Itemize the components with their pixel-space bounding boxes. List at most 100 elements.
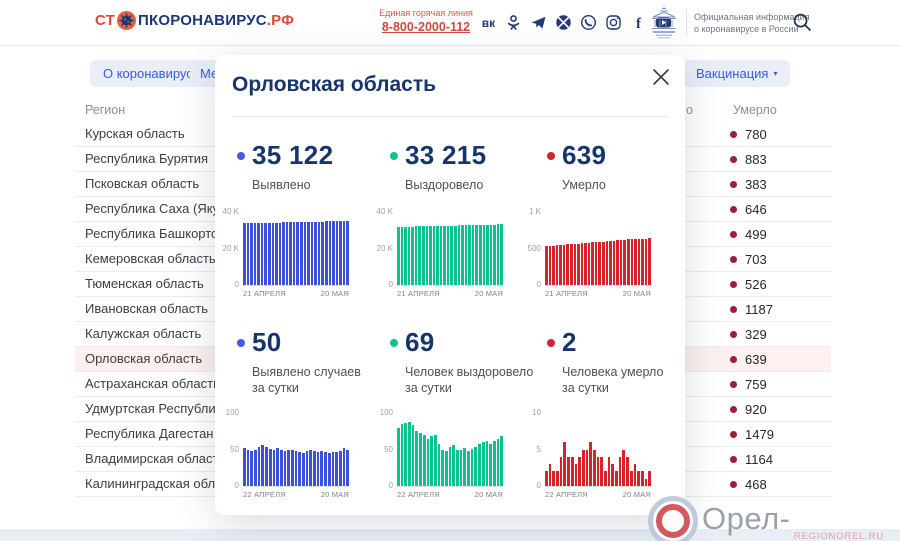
y-tick: 5 xyxy=(536,445,541,454)
chart-bar xyxy=(637,471,640,486)
deaths-row[interactable]: 703 xyxy=(685,247,831,272)
chart-bar xyxy=(404,422,408,486)
deaths-row[interactable]: 646 xyxy=(685,197,831,222)
deaths-row[interactable]: 920 xyxy=(685,397,831,422)
deaths-value: 1479 xyxy=(745,426,774,442)
search-icon[interactable] xyxy=(792,12,812,32)
chart-bar xyxy=(316,452,320,486)
chart-bar xyxy=(261,445,265,486)
region-row[interactable]: Калужская область xyxy=(75,322,215,347)
chart-bar xyxy=(282,222,285,285)
region-row[interactable]: Республика Дагестан xyxy=(75,422,215,447)
chart-bars xyxy=(397,212,503,286)
region-row[interactable]: Ивановская область xyxy=(75,297,215,322)
chart-bar xyxy=(444,450,448,486)
region-row[interactable]: Курская область xyxy=(75,122,215,147)
deaths-row[interactable]: 780 xyxy=(685,122,831,147)
deaths-row[interactable]: 329 xyxy=(685,322,831,347)
recovered-dot xyxy=(390,151,398,160)
deaths-value: 780 xyxy=(745,126,767,142)
region-row[interactable]: Республика Бурятия xyxy=(75,147,215,172)
zen-icon[interactable] xyxy=(555,14,572,31)
odnoklassniki-icon[interactable] xyxy=(505,14,522,31)
chart-bar xyxy=(441,449,444,486)
recovered-daily-value: 69 xyxy=(405,327,435,357)
chart-bar xyxy=(397,427,400,486)
close-icon[interactable] xyxy=(651,67,671,87)
region-row[interactable]: Владимирская область xyxy=(75,447,215,472)
chart-bar xyxy=(600,456,603,486)
chart-bar xyxy=(260,222,264,285)
chart-bar xyxy=(648,471,651,486)
chart-bar xyxy=(578,456,581,486)
hotline-phone-link[interactable]: 8-800-2000-112 xyxy=(381,20,471,34)
chart-bar xyxy=(298,452,301,486)
deaths-row[interactable]: 383 xyxy=(685,172,831,197)
telegram-icon[interactable] xyxy=(530,14,547,31)
chart-bar xyxy=(439,225,443,285)
site-logo[interactable]: СТ ПКОРОНАВИРУС .РФ xyxy=(95,10,294,31)
chart-bar xyxy=(250,450,254,486)
chart-bar xyxy=(566,244,569,285)
chart-bar xyxy=(591,242,594,285)
chart-detected-daily: 100 50 0 22 АПРЕЛЯ 20 МАЯ xyxy=(215,406,349,506)
chart-bar xyxy=(492,441,496,486)
chart-detected-total: 40 K 20 K 0 21 АПРЕЛЯ 20 МАЯ xyxy=(215,205,349,305)
region-row[interactable]: Республика Башкортостан xyxy=(75,222,215,247)
region-row[interactable]: Республика Саха (Якутия) xyxy=(75,197,215,222)
x-tick: 20 МАЯ xyxy=(622,490,651,499)
chart-bar xyxy=(324,221,328,285)
deaths-row[interactable]: 1164 xyxy=(685,447,831,472)
deaths-list: 780 883 383 646 499 703 526 1187 329 639 759 920 147… xyxy=(685,122,831,497)
region-row[interactable]: Тюменская область xyxy=(75,272,215,297)
chart-bar xyxy=(573,243,577,285)
instagram-icon[interactable] xyxy=(605,14,622,31)
deaths-dot xyxy=(730,330,737,338)
official-info-line1: Официальная информация xyxy=(694,12,810,22)
chart-bar xyxy=(604,471,607,486)
chart-bar xyxy=(289,222,292,285)
chart-bar xyxy=(648,238,651,285)
deaths-total-value: 639 xyxy=(562,140,607,170)
recovered-dot xyxy=(390,338,398,347)
chart-bar xyxy=(605,241,609,285)
deaths-row[interactable]: 468 xyxy=(685,472,831,497)
region-row[interactable]: Удмуртская Республика xyxy=(75,397,215,422)
deaths-row[interactable]: 526 xyxy=(685,272,831,297)
chart-bar xyxy=(290,450,294,486)
deaths-row[interactable]: 1479 xyxy=(685,422,831,447)
chart-bar xyxy=(556,471,559,486)
region-row[interactable]: Астраханская область xyxy=(75,372,215,397)
chart-bar xyxy=(407,226,411,285)
deaths-row[interactable]: 1187 xyxy=(685,297,831,322)
nav-vaccination[interactable]: Вакцинация ▾ xyxy=(683,60,791,87)
chart-bar xyxy=(615,471,618,486)
chart-bar xyxy=(596,456,600,486)
detected-total-value: 35 122 xyxy=(252,140,334,170)
deaths-row[interactable]: 883 xyxy=(685,147,831,172)
chart-bar xyxy=(303,221,307,285)
deaths-row[interactable]: 639 xyxy=(685,347,831,372)
region-row[interactable]: Псковская область xyxy=(75,172,215,197)
facebook-icon[interactable]: f xyxy=(630,14,647,31)
chart-bar xyxy=(580,243,584,285)
vk-icon[interactable]: ʙк xyxy=(480,14,497,31)
deaths-value: 759 xyxy=(745,376,767,392)
deaths-row[interactable]: 499 xyxy=(685,222,831,247)
region-row[interactable]: Калининградская область xyxy=(75,472,215,497)
chart-bar xyxy=(481,442,485,486)
region-row[interactable]: Орловская область xyxy=(75,347,215,372)
chart-bar xyxy=(592,449,596,486)
chart-bar xyxy=(464,225,468,285)
deaths-row[interactable]: 759 xyxy=(685,372,831,397)
region-row[interactable]: Кемеровская область xyxy=(75,247,215,272)
chart-bar xyxy=(275,222,278,285)
y-tick: 500 xyxy=(527,244,541,253)
chart-bar xyxy=(346,450,349,486)
chart-bar xyxy=(644,478,648,486)
deaths-value: 883 xyxy=(745,151,767,167)
viber-icon[interactable] xyxy=(580,14,597,31)
chart-bar xyxy=(429,226,432,285)
chart-bar xyxy=(317,221,321,285)
chart-bar xyxy=(276,448,279,486)
